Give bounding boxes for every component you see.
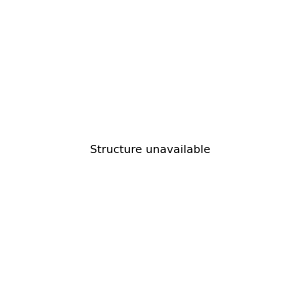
Text: Structure unavailable: Structure unavailable [90, 145, 210, 155]
